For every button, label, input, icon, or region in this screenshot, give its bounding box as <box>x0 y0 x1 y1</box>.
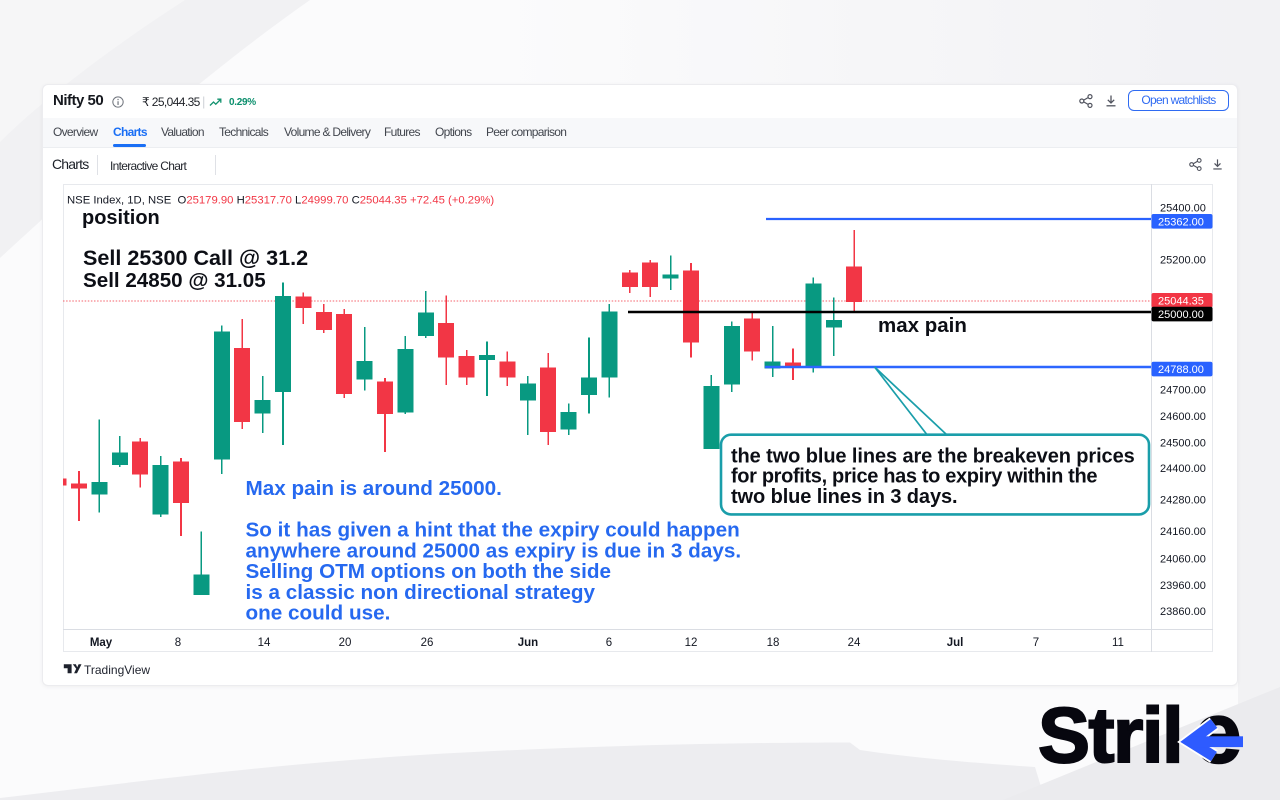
svg-text:24600.00: 24600.00 <box>1160 411 1206 423</box>
svg-text:23960.00: 23960.00 <box>1160 580 1206 592</box>
svg-text:25362.00: 25362.00 <box>1158 216 1204 228</box>
svg-text:24160.00: 24160.00 <box>1160 526 1206 538</box>
svg-text:24060.00: 24060.00 <box>1160 554 1206 566</box>
svg-text:max pain: max pain <box>878 314 967 337</box>
svg-text:24400.00: 24400.00 <box>1160 463 1206 475</box>
svg-text:6: 6 <box>606 637 612 649</box>
svg-text:18: 18 <box>767 637 780 649</box>
svg-text:Selling OTM options on both th: Selling OTM options on both the side <box>246 560 611 583</box>
svg-text:24: 24 <box>848 637 861 649</box>
svg-text:Max pain is around 25000.: Max pain is around 25000. <box>246 477 502 500</box>
svg-text:11: 11 <box>1112 637 1124 649</box>
svg-text:26: 26 <box>421 637 434 649</box>
svg-text:Sell 24850 @ 31.05: Sell 24850 @ 31.05 <box>83 269 266 292</box>
svg-text:24788.00: 24788.00 <box>1158 364 1204 376</box>
svg-text:NSE Index, 1D, NSE O25179.90: NSE Index, 1D, NSE O25179.90 H25317.70 L… <box>67 195 494 207</box>
svg-text:25000.00: 25000.00 <box>1158 309 1204 321</box>
svg-text:one could use.: one could use. <box>246 602 391 625</box>
svg-text:12: 12 <box>685 637 698 649</box>
svg-text:23860.00: 23860.00 <box>1160 606 1206 618</box>
svg-text:two blue lines in 3 days.: two blue lines in 3 days. <box>731 486 957 508</box>
svg-text:25200.00: 25200.00 <box>1160 255 1206 267</box>
svg-text:20: 20 <box>339 637 352 649</box>
svg-text:24280.00: 24280.00 <box>1160 495 1206 507</box>
svg-text:Jun: Jun <box>518 637 538 649</box>
svg-text:25044.35: 25044.35 <box>1158 295 1204 307</box>
svg-text:for profits, price has to expi: for profits, price has to expiry within … <box>731 466 1097 488</box>
svg-text:anywhere around 25000 as expir: anywhere around 25000 as expiry is due i… <box>246 539 742 562</box>
svg-text:14: 14 <box>258 637 271 649</box>
svg-text:the two blue lines are the bre: the two blue lines are the breakeven pri… <box>731 446 1135 468</box>
svg-text:7: 7 <box>1033 637 1039 649</box>
svg-text:So it has given a hint that th: So it has given a hint that the expiry c… <box>246 519 740 542</box>
svg-text:May: May <box>90 637 113 649</box>
svg-text:Stril: Stril <box>1038 691 1182 779</box>
svg-text:TradingView: TradingView <box>84 663 150 677</box>
svg-text:8: 8 <box>175 637 181 649</box>
svg-text:Sell 25300 Call @ 31.2: Sell 25300 Call @ 31.2 <box>83 245 308 270</box>
svg-text:24700.00: 24700.00 <box>1160 385 1206 397</box>
svg-text:24500.00: 24500.00 <box>1160 437 1206 449</box>
svg-text:Jul: Jul <box>947 637 964 649</box>
svg-text:is a classic non directional s: is a classic non directional strategy <box>246 581 596 604</box>
svg-text:position: position <box>82 207 160 229</box>
svg-text:25400.00: 25400.00 <box>1160 203 1206 215</box>
